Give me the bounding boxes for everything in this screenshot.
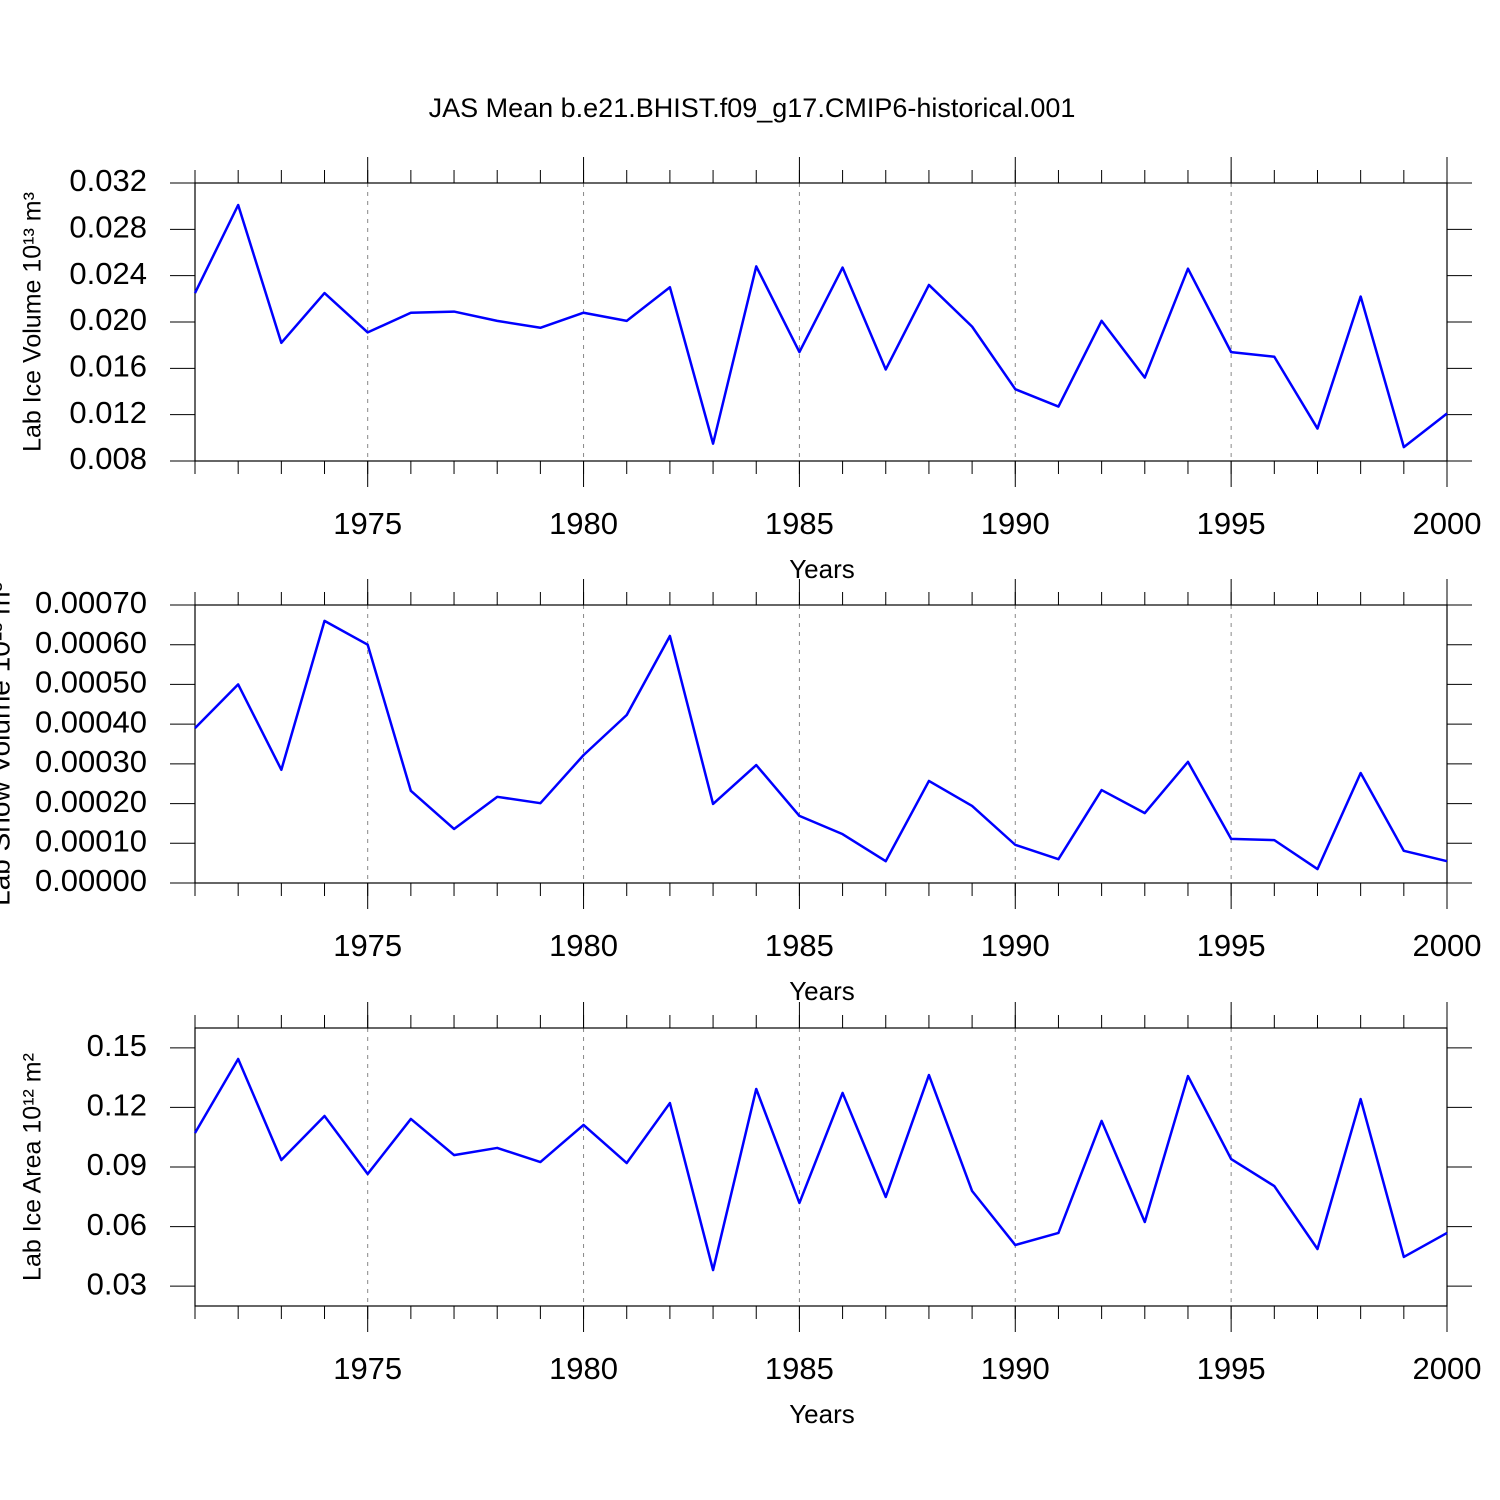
x-tick-label: 1975 — [333, 928, 402, 963]
y-tick-label: 0.00060 — [35, 625, 147, 660]
plot-frame — [194, 182, 1448, 462]
y-tick-label: 0.00020 — [35, 784, 147, 819]
chart-title: JAS Mean b.e21.BHIST.f09_g17.CMIP6-histo… — [429, 93, 1076, 123]
y-tick-label: 0.00040 — [35, 704, 147, 739]
x-tick-label: 1980 — [549, 1351, 618, 1386]
x-tick-label: 1975 — [333, 506, 402, 541]
x-tick-label: 2000 — [1413, 1351, 1482, 1386]
x-tick-label: 1990 — [981, 1351, 1050, 1386]
x-axis-label: Years — [789, 1399, 855, 1429]
x-tick-label: 1990 — [981, 928, 1050, 963]
y-tick-label: 0.03 — [87, 1266, 147, 1301]
x-tick-label: 1985 — [765, 506, 834, 541]
y-tick-label: 0.024 — [69, 256, 147, 291]
y-axis-label: Lab Ice Volume 10¹³ m³ — [19, 192, 47, 452]
y-tick-label: 0.008 — [69, 441, 147, 476]
x-axis-label: Years — [789, 554, 855, 584]
y-axis-label: Lab Ice Area 10¹² m² — [19, 1053, 47, 1281]
plot-frame — [194, 604, 1448, 884]
y-tick-label: 0.00010 — [35, 823, 147, 858]
x-tick-label: 1995 — [1197, 928, 1266, 963]
y-tick-label: 0.020 — [69, 302, 147, 337]
x-tick-label: 1990 — [981, 506, 1050, 541]
y-tick-label: 0.00050 — [35, 665, 147, 700]
x-tick-label: 2000 — [1413, 928, 1482, 963]
x-tick-label: 1995 — [1197, 1351, 1266, 1386]
x-tick-label: 1980 — [549, 928, 618, 963]
series-line — [193, 203, 1448, 449]
y-tick-label: 0.032 — [69, 163, 147, 198]
y-tick-label: 0.00000 — [35, 863, 147, 898]
y-tick-label: 0.016 — [69, 349, 147, 384]
y-tick-label: 0.028 — [69, 210, 147, 245]
y-tick-label: 0.12 — [87, 1088, 147, 1123]
x-tick-label: 1985 — [765, 928, 834, 963]
y-tick-label: 0.15 — [87, 1028, 147, 1063]
x-tick-label: 1985 — [765, 1351, 834, 1386]
x-tick-label: 1980 — [549, 506, 618, 541]
y-tick-label: 0.06 — [87, 1207, 147, 1242]
plot-frame — [194, 1027, 1448, 1307]
y-tick-label: 0.012 — [69, 395, 147, 430]
y-tick-label: 0.00030 — [35, 744, 147, 779]
y-tick-label: 0.09 — [87, 1147, 147, 1182]
x-tick-label: 1995 — [1197, 506, 1266, 541]
x-axis-label: Years — [789, 976, 855, 1006]
y-axis-label: Lab Snow Volume 10¹³ m³ — [0, 582, 15, 906]
series-line — [194, 619, 1448, 871]
x-tick-label: 2000 — [1413, 506, 1482, 541]
y-tick-label: 0.00070 — [35, 585, 147, 620]
series-line — [193, 1057, 1448, 1272]
x-tick-label: 1975 — [333, 1351, 402, 1386]
